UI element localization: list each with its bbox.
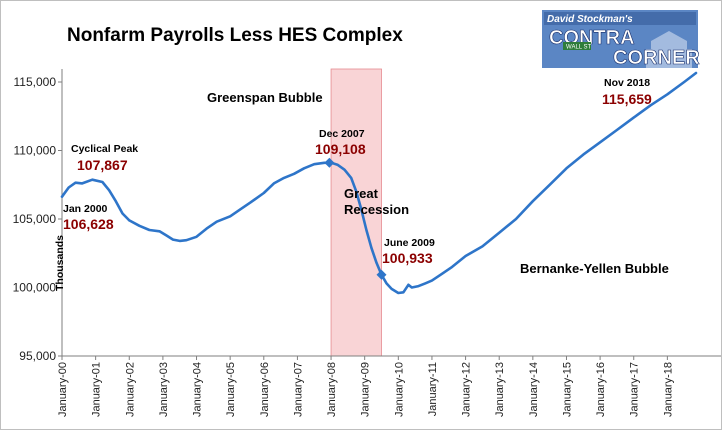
region-label-bernanke-yellen: Bernanke-Yellen Bubble	[520, 261, 669, 276]
annotation-nov2018-value: 115,659	[602, 91, 652, 107]
annotation-jan2000-value: 106,628	[63, 216, 114, 232]
x-tick-label: January-10	[393, 362, 405, 417]
annotation-nov2018-label: Nov 2018	[604, 77, 650, 89]
x-tick-label: January-01	[91, 362, 103, 417]
capitol-icon	[646, 31, 692, 68]
x-tick-label: January-06	[259, 362, 271, 417]
x-tick-label: January-11	[427, 362, 439, 416]
logo-line3: CORNER	[613, 47, 700, 69]
region-label-recession: Recession	[344, 202, 409, 217]
data-point-marker	[376, 269, 387, 280]
x-tick-label: January-02	[124, 362, 136, 417]
y-tick-label: 105,000	[13, 212, 57, 226]
logo-line2: CONTRA	[549, 27, 635, 49]
logo-sign: WALL ST	[566, 45, 592, 51]
x-tick-label: January-07	[292, 362, 304, 417]
marker-group	[324, 157, 387, 280]
y-tick-label: 110,000	[14, 144, 57, 158]
x-tick-label: January-16	[595, 362, 607, 417]
annotation-jan2000-label: Jan 2000	[63, 203, 108, 215]
x-tick-label: January-17	[629, 362, 641, 417]
region-label-greenspan: Greenspan Bubble	[207, 90, 323, 105]
y-tick-group: 95,000 100,000 105,000 110,000 115,000	[13, 75, 62, 363]
annotation-june2009-label: June 2009	[384, 237, 435, 249]
y-axis-label: Thousands	[54, 235, 66, 291]
annotation-dec2007-label: Dec 2007	[319, 128, 365, 140]
chart-title: Nonfarm Payrolls Less HES Complex	[67, 25, 403, 46]
logo-line1: David Stockman's	[547, 14, 633, 25]
x-tick-label: January-14	[528, 362, 540, 417]
annotation-june2009-value: 100,933	[382, 250, 433, 266]
x-tick-label: January-03	[158, 362, 170, 417]
x-tick-group: January-00 January-01 January-02 January-03…	[57, 356, 674, 417]
x-tick-label: January-13	[494, 362, 506, 417]
y-tick-label: 95,000	[19, 349, 56, 363]
data-point-marker	[324, 157, 335, 168]
wall-st-sign-icon	[563, 42, 591, 50]
annotation-cyclical-peak-value: 107,867	[77, 157, 128, 173]
x-tick-label: January-05	[225, 362, 237, 417]
x-tick-label: January-00	[57, 362, 69, 417]
x-tick-label: January-15	[561, 362, 573, 417]
x-tick-label: January-09	[360, 362, 372, 417]
series-line	[60, 71, 698, 295]
contra-corner-logo: David Stockman's CONTRA WALL ST CORNER	[542, 10, 701, 69]
region-label-great: Great	[344, 186, 379, 201]
x-tick-label: January-04	[192, 362, 204, 417]
x-tick-label: January-08	[326, 362, 338, 417]
annotation-dec2007-value: 109,108	[315, 141, 366, 157]
annotation-cyclical-peak-label: Cyclical Peak	[71, 143, 138, 155]
y-tick-label: 115,000	[14, 75, 57, 89]
x-tick-label: January-18	[662, 362, 674, 417]
y-tick-label: 100,000	[13, 281, 57, 295]
x-tick-label: January-12	[461, 362, 473, 417]
